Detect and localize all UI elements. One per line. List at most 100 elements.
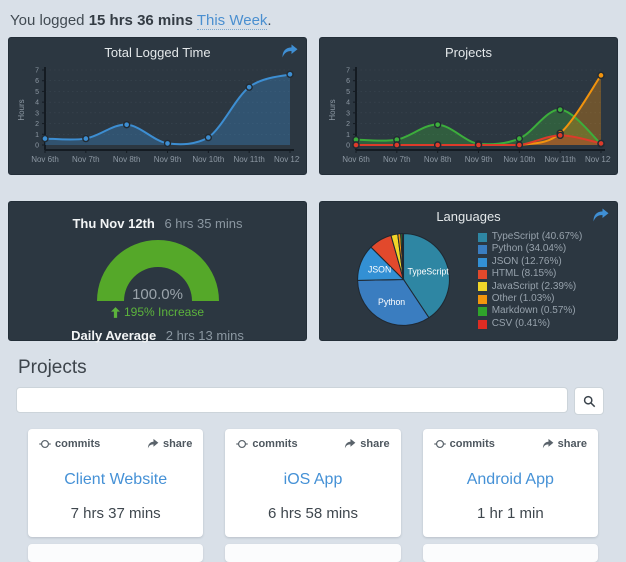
- daily-average-value: 2 hrs 13 mins: [165, 328, 244, 343]
- daily-summary-panel: Thu Nov 12th 6 hrs 35 mins 100.0% 195% I…: [8, 201, 307, 343]
- daily-average-label: Daily Average: [71, 328, 157, 343]
- share-label: share: [557, 438, 587, 450]
- day-total: 6 hrs 35 mins: [164, 216, 243, 231]
- project-name-link[interactable]: iOS App: [283, 471, 343, 488]
- share-icon: [542, 438, 553, 449]
- svg-text:2: 2: [35, 121, 39, 128]
- gauge-percent: 100.0%: [132, 286, 183, 303]
- svg-text:5: 5: [346, 89, 350, 96]
- project-time: 1 hr 1 min: [476, 505, 544, 522]
- commits-link[interactable]: commits: [433, 438, 495, 450]
- project-card-partial: [225, 544, 401, 562]
- svg-text:Nov 9th: Nov 9th: [154, 155, 182, 164]
- panel-title: Languages: [436, 209, 501, 224]
- svg-text:4: 4: [346, 100, 350, 107]
- progress-gauge: [96, 240, 219, 301]
- share-icon: [147, 438, 159, 449]
- summary-duration: 15 hrs 36 mins: [88, 12, 193, 29]
- project-card: commits share iOS App 6 hrs 58 mins: [225, 429, 401, 537]
- total-logged-time-chart: 0 1 2 3 4 5 6 7 Hours Nov 6th Nov 7th Nov 8th Nov 9t…: [17, 67, 300, 164]
- svg-text:0: 0: [35, 143, 39, 150]
- project-cards: commits share Client Website 7 hrs 37 mins c…: [28, 429, 598, 537]
- daily-average-row: Daily Average 2 hrs 13 mins: [9, 328, 306, 343]
- commits-link[interactable]: commits: [39, 438, 100, 450]
- legend-swatch: [477, 319, 487, 329]
- share-label: share: [360, 438, 390, 450]
- legend-swatch: [477, 282, 487, 292]
- svg-text:Hours: Hours: [17, 99, 26, 120]
- commits-icon: [39, 439, 51, 449]
- card-toolbar: commits share: [39, 438, 192, 450]
- share-button[interactable]: [281, 44, 298, 58]
- legend-swatch: [477, 232, 487, 242]
- legend-item: Markdown (0.57%): [477, 305, 583, 317]
- legend-label: JSON (12.76%): [491, 255, 562, 267]
- share-link[interactable]: share: [147, 438, 192, 450]
- day-row: Thu Nov 12th 6 hrs 35 mins: [9, 216, 306, 231]
- share-link[interactable]: share: [542, 438, 587, 450]
- languages-legend: TypeScript (40.67%) Python (34.04%) JSON (…: [477, 231, 583, 330]
- project-name-link[interactable]: Client Website: [64, 471, 168, 488]
- legend-item: JavaScript (2.39%): [477, 280, 583, 293]
- svg-text:4: 4: [35, 100, 39, 107]
- svg-text:Nov 11th: Nov 11th: [544, 155, 575, 164]
- svg-text:Nov 7th: Nov 7th: [383, 155, 411, 164]
- languages-panel: Languages TypeScript Python JSON TypeScrip…: [319, 201, 618, 341]
- search-icon: [583, 395, 595, 407]
- this-week-link[interactable]: This Week: [196, 12, 268, 30]
- share-button[interactable]: [592, 208, 609, 222]
- legend-label: CSV (0.41%): [491, 317, 551, 329]
- legend-item: CSV (0.41%): [477, 317, 583, 330]
- svg-text:Nov 8th: Nov 8th: [113, 155, 141, 164]
- legend-label: TypeScript (40.67%): [491, 231, 583, 242]
- commits-label: commits: [252, 438, 298, 450]
- svg-text:Hours: Hours: [328, 99, 337, 120]
- project-name-link[interactable]: Android App: [466, 471, 554, 488]
- panel-title: Projects: [445, 45, 492, 60]
- svg-text:Nov 6th: Nov 6th: [342, 155, 370, 164]
- svg-text:1: 1: [35, 132, 39, 139]
- svg-text:0: 0: [346, 143, 350, 150]
- commits-link[interactable]: commits: [236, 438, 298, 450]
- legend-item: Other (1.03%): [477, 293, 583, 305]
- summary-prefix: You logged: [10, 12, 85, 29]
- share-icon: [345, 438, 356, 449]
- svg-text:Nov 10th: Nov 10th: [503, 155, 535, 164]
- legend-swatch: [477, 269, 487, 279]
- project-time: 6 hrs 58 mins: [267, 505, 359, 522]
- legend-item: Python (34.04%): [477, 243, 583, 255]
- project-card-partial: [422, 544, 598, 562]
- svg-text:Nov 11th: Nov 11th: [233, 155, 264, 164]
- share-link[interactable]: share: [344, 438, 390, 450]
- svg-text:Nov 8th: Nov 8th: [424, 155, 452, 164]
- search-input[interactable]: [16, 387, 568, 413]
- svg-text:Nov 10th: Nov 10th: [192, 155, 224, 164]
- share-icon: [593, 208, 609, 222]
- legend-label: Markdown (0.57%): [491, 305, 576, 317]
- project-card: commits share Client Website 7 hrs 37 mins: [28, 429, 204, 537]
- projects-chart: 0 1 2 3 4 5 6 7 Hours Nov 6th Nov 7th Nov 8th Nov 9t…: [328, 67, 611, 164]
- legend-item: JSON (12.76%): [477, 255, 583, 268]
- day-date: Thu Nov 12th: [72, 216, 155, 231]
- legend-item: HTML (8.15%): [477, 268, 583, 280]
- languages-pie-chart: TypeScript Python JSON: [356, 233, 450, 326]
- project-card-partial: [28, 544, 204, 562]
- svg-text:3: 3: [346, 110, 350, 117]
- commits-icon: [236, 439, 249, 449]
- svg-text:Nov 12th: Nov 12th: [274, 155, 300, 164]
- legend-label: Python (34.04%): [491, 243, 567, 255]
- svg-text:6: 6: [346, 78, 350, 85]
- legend-item: TypeScript (40.67%): [477, 231, 583, 243]
- search-button[interactable]: [574, 387, 604, 415]
- legend-swatch: [477, 294, 487, 304]
- svg-text:6: 6: [35, 78, 39, 85]
- legend-label: Other (1.03%): [491, 293, 555, 305]
- legend-label: JavaScript (2.39%): [491, 280, 577, 292]
- svg-text:Nov 6th: Nov 6th: [31, 155, 59, 164]
- card-toolbar: commits share: [236, 438, 390, 450]
- share-icon: [282, 44, 298, 58]
- svg-text:Nov 12th: Nov 12th: [585, 155, 611, 164]
- increase-row: 195% Increase: [9, 305, 306, 319]
- projects-section-title: Projects: [18, 357, 87, 378]
- svg-text:3: 3: [35, 110, 39, 117]
